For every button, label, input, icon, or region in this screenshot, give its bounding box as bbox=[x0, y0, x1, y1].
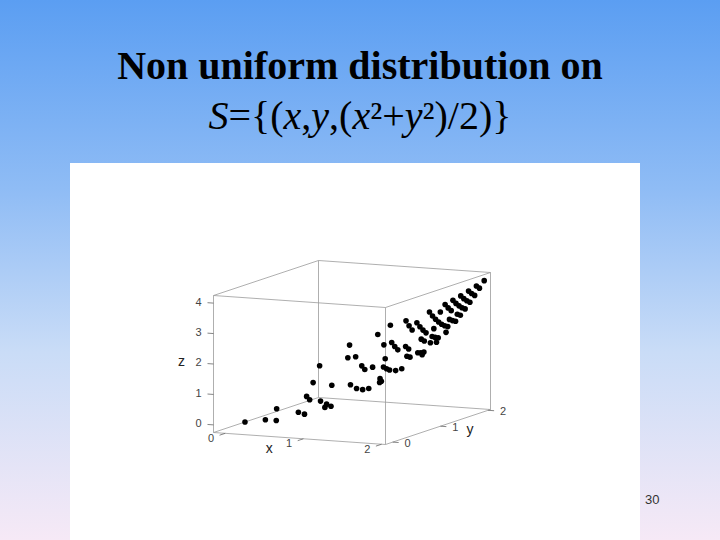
svg-text:1: 1 bbox=[286, 437, 292, 449]
svg-text:3: 3 bbox=[195, 326, 201, 338]
html-text:Non uniform distribution on: Non uniform distribution on bbox=[117, 43, 603, 88]
svg-text:x: x bbox=[266, 440, 273, 456]
svg-text:4: 4 bbox=[195, 296, 201, 308]
svg-text:2: 2 bbox=[364, 442, 370, 454]
svg-text:0: 0 bbox=[405, 437, 411, 449]
svg-text:0: 0 bbox=[195, 417, 201, 429]
svg-text:1: 1 bbox=[452, 421, 458, 433]
svg-text:0: 0 bbox=[208, 432, 214, 444]
svg-text:y: y bbox=[466, 421, 473, 437]
html-text:30: 30 bbox=[645, 492, 660, 507]
svg-text:2: 2 bbox=[500, 405, 506, 417]
html-text:S = {(x, y, (x ² + y ²) / 2)}: S = {(x, y, (x ² + y ²) / 2)} bbox=[208, 93, 512, 138]
svg-text:z: z bbox=[178, 353, 185, 369]
svg-text:1: 1 bbox=[195, 387, 201, 399]
svg-text:2: 2 bbox=[195, 356, 201, 368]
